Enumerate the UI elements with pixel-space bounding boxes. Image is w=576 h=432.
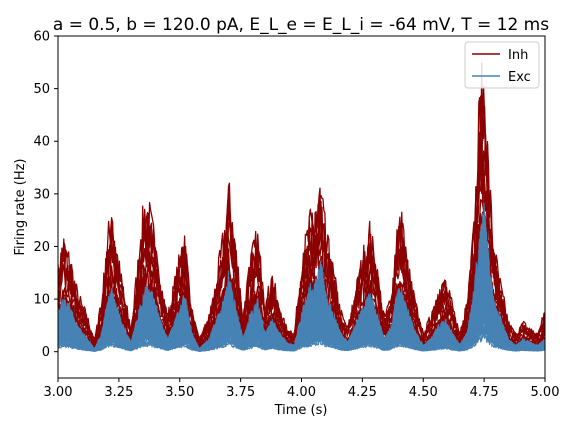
legend: Inh Exc: [465, 42, 539, 88]
y-tick-label: 50: [33, 82, 50, 97]
y-tick-label: 40: [33, 135, 50, 150]
y-tick-label: 10: [33, 293, 50, 308]
x-tick-label: 4.00: [287, 385, 316, 400]
x-tick-label: 5.00: [531, 385, 560, 400]
chart-title: a = 0.5, b = 120.0 pA, E_L_e = E_L_i = -…: [53, 15, 549, 35]
legend-label-exc: Exc: [508, 70, 531, 85]
x-tick-label: 3.00: [44, 385, 73, 400]
y-tick-label: 0: [42, 345, 50, 360]
x-tick-label: 4.50: [409, 385, 438, 400]
x-tick-label: 3.50: [165, 385, 194, 400]
x-tick-label: 3.25: [104, 385, 133, 400]
x-tick-label: 4.25: [348, 385, 377, 400]
x-tick-label: 3.75: [226, 385, 255, 400]
y-tick-label: 60: [33, 30, 50, 45]
x-axis-label: Time (s): [274, 403, 328, 418]
y-axis-label: Firing rate (Hz): [13, 158, 28, 255]
x-tick-label: 4.75: [470, 385, 499, 400]
legend-label-inh: Inh: [508, 48, 528, 63]
y-tick-label: 20: [33, 240, 50, 255]
y-tick-label: 30: [33, 187, 50, 202]
